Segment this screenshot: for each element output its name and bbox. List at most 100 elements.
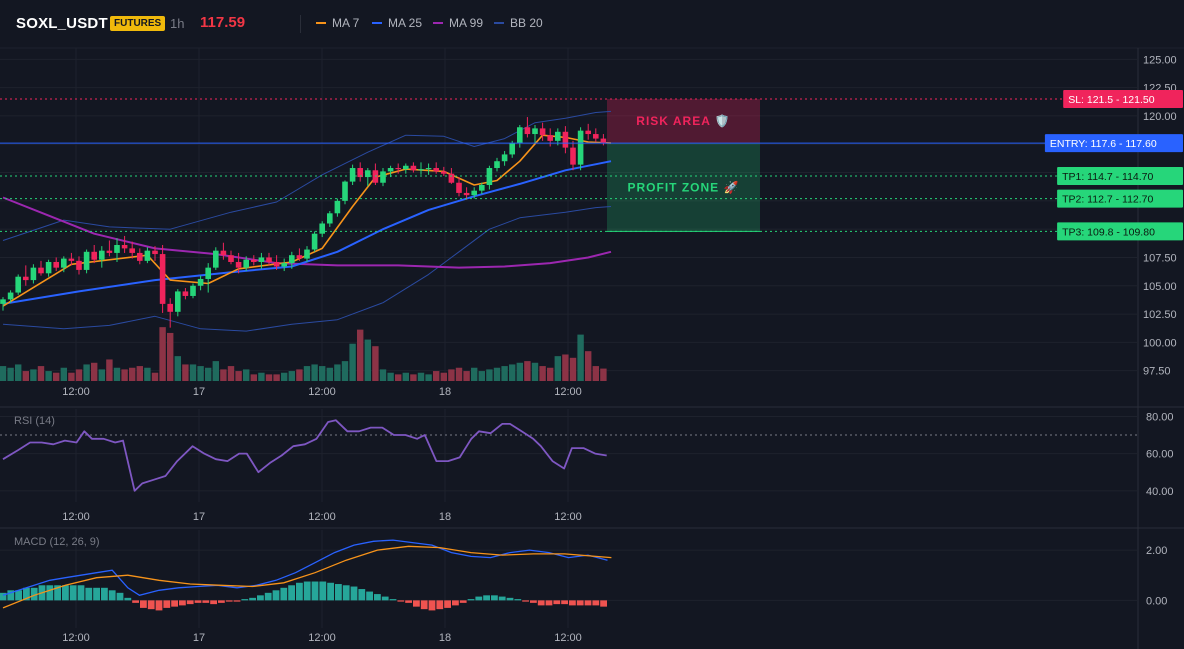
level-tag: [1044, 134, 1183, 153]
time-tick-label: 12:00: [308, 386, 336, 398]
macd-histogram-bar: [288, 585, 295, 601]
volume-bar: [197, 366, 204, 381]
volume-bar: [524, 361, 531, 381]
candle-body: [585, 130, 591, 135]
candle-body: [281, 263, 287, 267]
legend-ma7[interactable]: MA 7: [316, 16, 359, 30]
volume-bar: [486, 369, 493, 381]
macd-histogram-bar: [303, 581, 311, 601]
macd-histogram-bar: [163, 600, 171, 608]
candle-body: [205, 267, 211, 279]
volume-bar: [174, 356, 181, 381]
price-tick-label: 100.00: [1143, 337, 1177, 349]
volume-bar: [167, 332, 174, 381]
candle-body: [61, 258, 67, 268]
candle-body: [121, 245, 128, 249]
macd-histogram-bar: [132, 600, 139, 603]
volume-bar: [433, 371, 440, 381]
legend-label: MA 7: [332, 16, 360, 30]
candle-body: [539, 128, 546, 136]
volume-bar: [402, 372, 409, 381]
volume-bar: [235, 371, 242, 381]
macd-histogram-bar: [171, 600, 178, 607]
rsi-pane-title: RSI (14): [14, 415, 55, 427]
macd-histogram-bar: [46, 585, 54, 601]
macd-histogram-bar: [498, 596, 506, 601]
candle-body: [463, 192, 470, 196]
candle-body: [418, 169, 424, 171]
volume-bar: [463, 371, 470, 381]
candle-body: [273, 261, 280, 267]
macd-histogram-bar: [218, 600, 225, 603]
macd-histogram-bar: [576, 600, 584, 606]
macd-histogram-bar: [350, 586, 358, 601]
macd-histogram-bar: [179, 600, 186, 606]
candle-body: [129, 248, 135, 253]
ma99-line: [2, 196, 612, 269]
macd-histogram-bar: [93, 587, 100, 601]
macd-histogram-bar: [467, 599, 475, 601]
macd-histogram-bar: [389, 599, 397, 601]
time-tick-label: 17: [193, 386, 205, 398]
time-tick-label: 12:00: [62, 632, 90, 644]
candle-body: [220, 250, 227, 256]
macd-histogram-bar: [444, 600, 451, 608]
signal-line: [2, 545, 612, 609]
volume-bar: [30, 369, 37, 381]
macd-histogram-bar: [194, 600, 202, 603]
volume-bar: [387, 372, 394, 381]
volume-bar: [265, 374, 273, 381]
candle-body: [570, 147, 576, 165]
candle-body: [99, 250, 105, 260]
ma99-swatch-icon: [433, 21, 443, 24]
macd-histogram-bar: [342, 585, 350, 601]
macd-histogram-bar: [397, 600, 405, 602]
volume-bar: [478, 371, 485, 381]
volume-bar: [448, 369, 455, 381]
time-tick-label: 17: [193, 632, 205, 644]
candle-body: [30, 267, 37, 281]
volume-bar: [227, 366, 235, 381]
macd-histogram-bar: [23, 587, 30, 601]
symbol-name[interactable]: SOXL_USDT: [16, 15, 108, 32]
candle-body: [167, 303, 173, 312]
macd-histogram-bar: [366, 591, 373, 601]
volume-bar: [205, 367, 212, 381]
risk-area-label: RISK AREA 🛡️: [636, 114, 730, 128]
ma25-line: [2, 160, 612, 305]
candle-body: [7, 292, 14, 300]
volume-bar: [501, 366, 508, 381]
legend-bb20[interactable]: BB 20: [494, 16, 543, 30]
legend-ma99[interactable]: MA 99: [433, 16, 483, 30]
volume-bar: [129, 367, 136, 381]
level-tag-text: SL: 121.5 - 121.50: [1068, 94, 1155, 106]
volume-bar: [440, 372, 447, 381]
macd-histogram-bar: [420, 600, 428, 610]
candle-body: [433, 168, 439, 172]
volume-bar: [136, 366, 143, 381]
macd-histogram-bar: [249, 597, 256, 601]
volume-bar: [349, 343, 356, 381]
candle-body: [266, 257, 272, 262]
macd-pane-title: MACD (12, 26, 9): [14, 536, 100, 548]
rsi-tick-label: 80.00: [1146, 411, 1174, 423]
legend-label: MA 25: [388, 16, 423, 30]
volume-bar: [562, 354, 569, 381]
timeframe-label[interactable]: 1h: [170, 16, 185, 31]
macd-histogram-bar: [584, 600, 592, 606]
macd-histogram-bar: [592, 600, 600, 606]
legend-ma25[interactable]: MA 25: [372, 16, 422, 30]
volume-bar: [53, 372, 60, 381]
macd-histogram-bar: [15, 590, 22, 601]
candle-body: [349, 168, 356, 182]
candle-body: [0, 299, 6, 304]
candle-body: [190, 285, 196, 296]
candle-body: [144, 250, 151, 261]
level-tag-text: TP1: 114.7 - 114.70: [1062, 171, 1153, 183]
macd-histogram-bar: [296, 582, 303, 601]
candle-body: [114, 245, 120, 253]
macd-histogram-bar: [257, 595, 264, 601]
volume-bar: [341, 361, 349, 381]
macd-histogram-bar: [491, 595, 498, 601]
